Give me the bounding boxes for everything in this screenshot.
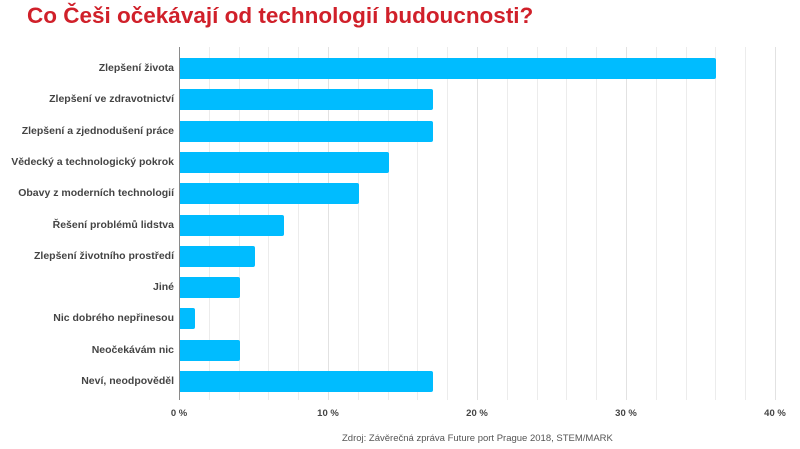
gridline	[775, 47, 776, 400]
gridline	[506, 47, 508, 400]
gridline	[387, 47, 389, 400]
gridline	[715, 47, 717, 400]
bar	[180, 214, 285, 236]
gridline	[745, 47, 747, 400]
bar	[180, 277, 240, 299]
category-label: Řešení problémů lidstva	[52, 218, 174, 231]
category-label: Neočekávám nic	[91, 343, 174, 356]
bar	[180, 339, 240, 361]
bar	[180, 183, 359, 205]
x-tick-label: 20 %	[466, 408, 488, 419]
x-tick-label: 40 %	[764, 408, 786, 419]
bar	[180, 58, 717, 79]
x-tick-label: 10 %	[317, 408, 339, 419]
gridline	[596, 47, 598, 400]
bar	[180, 371, 434, 392]
gridline	[328, 47, 329, 400]
chart-title: Co Češi očekávají od technologií budoucn…	[27, 3, 534, 28]
x-tick-label: 30 %	[615, 408, 637, 419]
gridline	[626, 47, 627, 400]
gridline	[447, 47, 449, 400]
gridline	[566, 47, 568, 400]
category-label: Zlepšení životního prostředí	[33, 249, 174, 262]
category-label: Zlepšení a zjednodušení práce	[21, 124, 174, 137]
plot-area	[179, 47, 779, 400]
y-axis-line	[179, 47, 180, 400]
gridline	[357, 47, 359, 400]
gridline	[685, 47, 687, 400]
category-label: Vědecký a technologický pokrok	[11, 155, 174, 168]
gridline	[298, 47, 300, 400]
bar	[180, 120, 434, 142]
gridline	[417, 47, 419, 400]
category-label: Zlepšení ve zdravotnictví	[49, 93, 174, 106]
bar	[180, 245, 255, 267]
category-label: Obavy z moderních technologií	[18, 187, 174, 200]
gridline	[655, 47, 657, 400]
category-label: Neví, neodpověděl	[81, 375, 174, 387]
category-label: Jiné	[152, 281, 174, 294]
bar	[180, 89, 434, 111]
source-note: Zdroj: Závěrečná zpráva Future port Prag…	[342, 433, 613, 444]
category-label: Zlepšení života	[98, 62, 174, 74]
gridline	[536, 47, 538, 400]
x-tick-label: 0 %	[170, 408, 188, 419]
bar	[180, 151, 389, 173]
bar	[180, 308, 195, 330]
gridline	[477, 47, 478, 400]
category-label: Nic dobrého nepřinesou	[53, 312, 174, 325]
